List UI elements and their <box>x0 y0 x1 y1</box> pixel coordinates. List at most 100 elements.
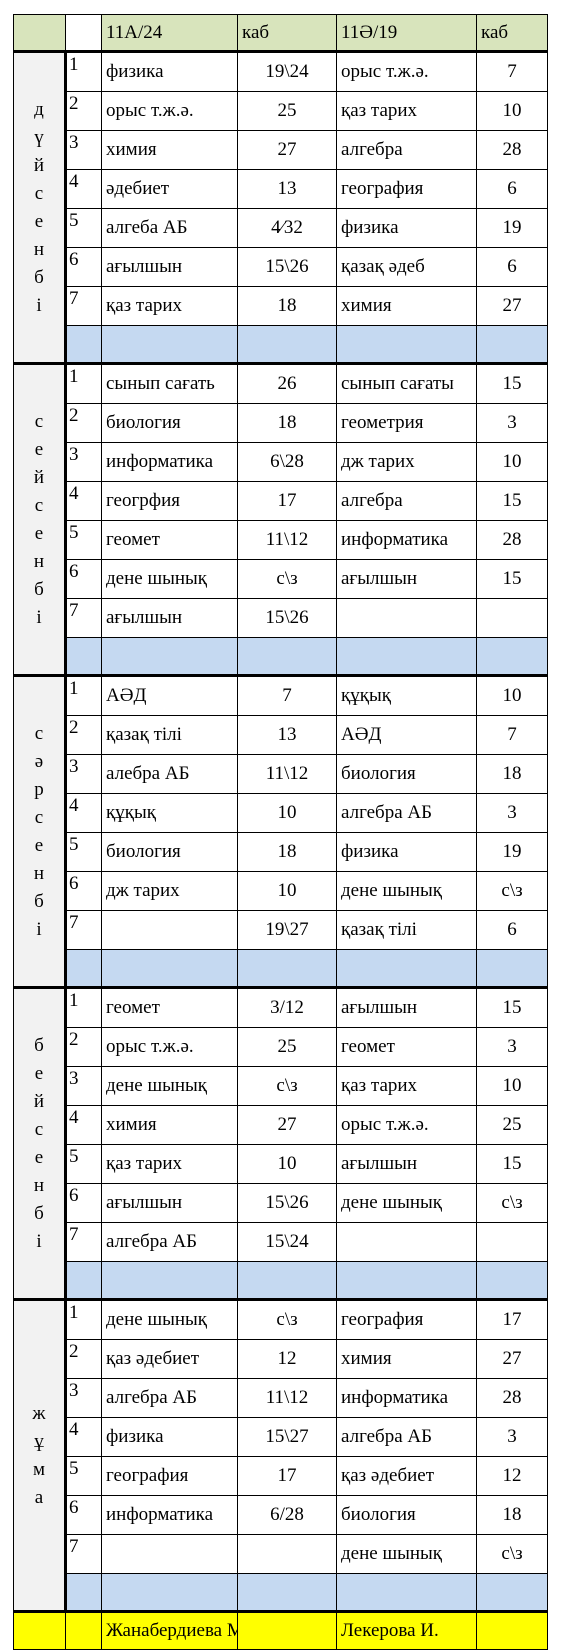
room-b: 15 <box>476 559 548 599</box>
room-a: 10 <box>237 871 337 911</box>
room-b: 7 <box>476 50 548 92</box>
room-a: 12 <box>237 1339 337 1379</box>
room-b: 25 <box>476 1105 548 1145</box>
subject-a: қаз тарих <box>101 1144 238 1184</box>
room-a: с\з <box>237 1066 337 1106</box>
subject-a: дене шынық <box>101 1066 238 1106</box>
room-a: 13 <box>237 169 337 209</box>
room-a: 27 <box>237 1105 337 1145</box>
lesson-number: 3 <box>65 442 102 482</box>
subject-b: физика <box>336 208 477 248</box>
class-b-header: 11Ә/19 <box>336 14 477 52</box>
lesson-row: 6 дене шынық с\з ағылшын 15 <box>14 559 548 599</box>
subject-a: ағылшын <box>101 598 238 638</box>
room-a: 17 <box>237 1456 337 1496</box>
subject-b: ағылшын <box>336 559 477 599</box>
separator-cell <box>101 637 238 676</box>
day-separator-row <box>14 637 548 676</box>
subject-b: қаз тарих <box>336 1066 477 1106</box>
lesson-number: 7 <box>65 286 102 326</box>
subject-b: алгебра <box>336 481 477 521</box>
subject-b: география <box>336 1298 477 1340</box>
lesson-row: 6 ағылшын 15\26 қазақ әдеб 6 <box>14 247 548 287</box>
subject-a: химия <box>101 130 238 170</box>
room-b: 6 <box>476 247 548 287</box>
lesson-row: 3 алгебра АБ 11\12 информатика 28 <box>14 1378 548 1418</box>
lesson-number: 5 <box>65 208 102 248</box>
lesson-row: 5 алгеба АБ 4∕32 физика 19 <box>14 208 548 248</box>
room-b-header: каб <box>476 14 548 52</box>
room-a: 7 <box>237 674 337 716</box>
lesson-number: 2 <box>65 715 102 755</box>
subject-a: дене шынық <box>101 1298 238 1340</box>
lesson-number: 6 <box>65 247 102 287</box>
subject-b: информатика <box>336 1378 477 1418</box>
subject-a: химия <box>101 1105 238 1145</box>
lesson-row: 7 ағылшын 15\26 <box>14 598 548 638</box>
subject-b: география <box>336 169 477 209</box>
subject-a: алгебра АБ <box>101 1222 238 1262</box>
room-a: 6\28 <box>237 442 337 482</box>
subject-b <box>336 598 477 638</box>
separator-cell <box>65 1573 102 1612</box>
lesson-number: 2 <box>65 403 102 443</box>
separator-cell <box>101 949 238 988</box>
separator-cell <box>476 1261 548 1300</box>
room-a: 13 <box>237 715 337 755</box>
separator-cell <box>336 949 477 988</box>
lesson-number: 1 <box>65 674 102 716</box>
room-b: 15 <box>476 362 548 404</box>
lesson-number: 4 <box>65 169 102 209</box>
subject-a: алебра АБ <box>101 754 238 794</box>
lesson-row: 7 қаз тарих 18 химия 27 <box>14 286 548 326</box>
separator-cell <box>476 1573 548 1612</box>
room-b: 27 <box>476 286 548 326</box>
lesson-number: 6 <box>65 559 102 599</box>
subject-a: дене шынық <box>101 559 238 599</box>
lesson-number: 6 <box>65 871 102 911</box>
subject-b: алгебра АБ <box>336 793 477 833</box>
lesson-row: 5 география 17 қаз әдебиет 12 <box>14 1456 548 1496</box>
room-a: 3/12 <box>237 986 337 1028</box>
room-b: 10 <box>476 674 548 716</box>
subject-b: қаз тарих <box>336 91 477 131</box>
room-a: 18 <box>237 286 337 326</box>
separator-cell <box>476 325 548 364</box>
room-b: 3 <box>476 793 548 833</box>
subject-a: әдебиет <box>101 169 238 209</box>
day-separator-row <box>14 949 548 988</box>
room-a: 11\12 <box>237 1378 337 1418</box>
room-b: 15 <box>476 1144 548 1184</box>
subject-a: геомет <box>101 986 238 1028</box>
lesson-row: 6 дж тарих 10 дене шынық с\з <box>14 871 548 911</box>
room-b: 18 <box>476 754 548 794</box>
lesson-row: 3 химия 27 алгебра 28 <box>14 130 548 170</box>
lesson-row: ж ұ м а 1 дене шынық с\з география 17 <box>13 1298 548 1612</box>
subject-b: химия <box>336 1339 477 1379</box>
header-number-cell <box>65 14 102 52</box>
lesson-row: 7 19\27 қазақ тілі 6 <box>14 910 548 950</box>
footer-room-a-cell <box>237 1610 337 1650</box>
header-blank-cell <box>13 14 66 52</box>
teacher-a: Жанабердиева М. <box>101 1610 238 1650</box>
lesson-row: 5 қаз тарих 10 ағылшын 15 <box>14 1144 548 1184</box>
lesson-number: 7 <box>65 910 102 950</box>
room-b: 28 <box>476 130 548 170</box>
room-a: 10 <box>237 793 337 833</box>
room-a: 18 <box>237 832 337 872</box>
subject-b: дене шынық <box>336 871 477 911</box>
room-b: 27 <box>476 1339 548 1379</box>
subject-a: орыс т.ж.ә. <box>101 91 238 131</box>
room-a: 6/28 <box>237 1495 337 1535</box>
subject-b: алгебра АБ <box>336 1417 477 1457</box>
subject-a: информатика <box>101 1495 238 1535</box>
timetable: 11А/24 каб 11Ә/19 каб д ү й с е н б і 1 физика 19\… <box>13 14 548 1650</box>
room-b <box>476 1222 548 1262</box>
subject-a: қаз тарих <box>101 286 238 326</box>
lesson-row: 7 алгебра АБ 15\24 <box>14 1222 548 1262</box>
subject-b: қазақ тілі <box>336 910 477 950</box>
subject-b: физика <box>336 832 477 872</box>
footer-room-b-cell <box>476 1610 548 1650</box>
